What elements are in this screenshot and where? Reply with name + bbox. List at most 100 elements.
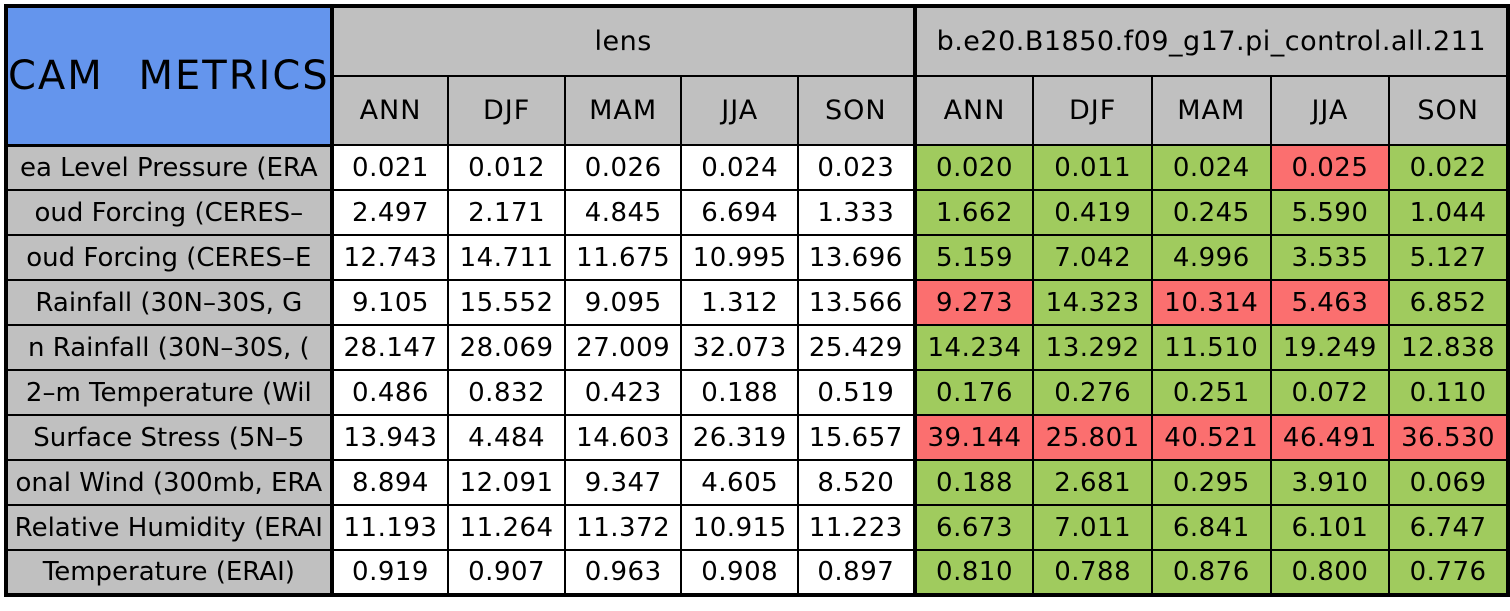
lens-value-cell: 1.333 [796, 189, 916, 236]
lens-value-cell: 15.552 [447, 279, 566, 326]
control-value-cell: 0.025 [1269, 144, 1391, 191]
control-value-cell: 39.144 [912, 414, 1035, 461]
control-value-cell: 6.747 [1388, 504, 1509, 551]
table-title: CAM METRICS [5, 5, 334, 147]
control-value-cell: 6.101 [1269, 504, 1391, 551]
season-header-control-djf: DJF [1032, 75, 1153, 146]
control-value-cell: 0.188 [912, 459, 1035, 506]
metric-label: onal Wind (300mb, ERA [5, 459, 334, 506]
lens-value-cell: 0.919 [329, 549, 450, 596]
lens-value-cell: 28.147 [329, 324, 450, 371]
table-row: Surface Stress (5N–5 13.943 4.484 14.603 26.… [5, 414, 1509, 461]
lens-value-cell: 13.696 [796, 234, 916, 281]
control-value-cell: 0.800 [1269, 549, 1391, 596]
season-header-row: ANN DJF MAM JJA SON ANN DJF MAM JJA SON [6, 75, 1509, 146]
control-value-cell: 14.323 [1032, 279, 1153, 326]
control-value-cell: 5.463 [1269, 279, 1391, 326]
control-value-cell: 0.245 [1150, 189, 1272, 236]
metric-label: Surface Stress (5N–5 [5, 414, 334, 461]
lens-value-cell: 32.073 [680, 324, 799, 371]
control-value-cell: 11.510 [1150, 324, 1272, 371]
control-value-cell: 7.042 [1032, 234, 1153, 281]
control-value-cell: 3.535 [1269, 234, 1391, 281]
control-value-cell: 2.681 [1032, 459, 1153, 506]
control-value-cell: 46.491 [1269, 414, 1391, 461]
season-header-control-jja: JJA [1269, 75, 1391, 146]
lens-value-cell: 4.845 [563, 189, 683, 236]
lens-value-cell: 0.026 [563, 144, 683, 191]
control-value-cell: 5.127 [1388, 234, 1509, 281]
lens-value-cell: 14.603 [563, 414, 683, 461]
lens-value-cell: 11.193 [329, 504, 450, 551]
lens-value-cell: 6.694 [680, 189, 799, 236]
control-value-cell: 5.159 [912, 234, 1035, 281]
control-value-cell: 36.530 [1388, 414, 1509, 461]
lens-value-cell: 0.907 [447, 549, 566, 596]
control-value-cell: 4.996 [1150, 234, 1272, 281]
group-header-control-run: b.e20.B1850.f09_g17.pi_control.all.211 [912, 5, 1510, 77]
control-value-cell: 0.069 [1388, 459, 1509, 506]
lens-value-cell: 0.423 [563, 369, 683, 416]
control-value-cell: 1.662 [912, 189, 1035, 236]
lens-value-cell: 0.021 [329, 144, 450, 191]
control-value-cell: 0.110 [1388, 369, 1509, 416]
lens-value-cell: 11.372 [563, 504, 683, 551]
control-value-cell: 0.810 [912, 549, 1035, 596]
lens-value-cell: 27.009 [563, 324, 683, 371]
table-row: oud Forcing (CERES– 2.497 2.171 4.845 6.694 1… [5, 189, 1509, 236]
control-value-cell: 0.876 [1150, 549, 1272, 596]
lens-value-cell: 10.995 [680, 234, 799, 281]
lens-value-cell: 0.963 [563, 549, 683, 596]
season-header-lens-jja: JJA [680, 75, 799, 146]
control-value-cell: 0.251 [1150, 369, 1272, 416]
lens-value-cell: 0.024 [680, 144, 799, 191]
control-value-cell: 0.788 [1032, 549, 1153, 596]
control-value-cell: 0.022 [1388, 144, 1509, 191]
table-row: onal Wind (300mb, ERA 8.894 12.091 9.347 4.6… [5, 459, 1509, 506]
season-header-control-son: SON [1388, 75, 1509, 146]
season-header-lens-mam: MAM [563, 75, 683, 146]
lens-value-cell: 0.012 [447, 144, 566, 191]
control-value-cell: 9.273 [912, 279, 1035, 326]
control-value-cell: 6.841 [1150, 504, 1272, 551]
metric-label: oud Forcing (CERES–E [5, 234, 334, 281]
season-header-control-ann: ANN [912, 75, 1035, 146]
lens-value-cell: 4.605 [680, 459, 799, 506]
control-value-cell: 0.295 [1150, 459, 1272, 506]
control-value-cell: 0.011 [1032, 144, 1153, 191]
metric-label: Temperature (ERAI) [5, 549, 334, 596]
table-body: ea Level Pressure (ERA 0.021 0.012 0.026 0.0… [5, 144, 1509, 596]
lens-value-cell: 9.347 [563, 459, 683, 506]
lens-value-cell: 2.171 [447, 189, 566, 236]
table-row: n Rainfall (30N–30S, (28.147 28.069 27.009… [5, 324, 1509, 371]
lens-value-cell: 11.675 [563, 234, 683, 281]
metric-label: ea Level Pressure (ERA [5, 144, 334, 191]
control-value-cell: 0.419 [1032, 189, 1153, 236]
control-value-cell: 0.024 [1150, 144, 1272, 191]
lens-value-cell: 13.566 [796, 279, 916, 326]
control-value-cell: 13.292 [1032, 324, 1153, 371]
control-value-cell: 5.590 [1269, 189, 1391, 236]
lens-value-cell: 0.908 [680, 549, 799, 596]
control-value-cell: 0.276 [1032, 369, 1153, 416]
lens-value-cell: 0.188 [680, 369, 799, 416]
metric-label: oud Forcing (CERES– [5, 189, 334, 236]
table-row: Rainfall (30N–30S, G 9.105 15.552 9.095 1.31… [5, 279, 1509, 326]
lens-value-cell: 15.657 [796, 414, 916, 461]
lens-value-cell: 10.915 [680, 504, 799, 551]
lens-value-cell: 4.484 [447, 414, 566, 461]
lens-value-cell: 2.497 [329, 189, 450, 236]
cam-metrics-table: CAM METRICS lens b.e20.B1850.f09_g17.pi_… [4, 4, 1510, 597]
control-value-cell: 3.910 [1269, 459, 1391, 506]
control-value-cell: 10.314 [1150, 279, 1272, 326]
control-value-cell: 25.801 [1032, 414, 1153, 461]
table-row: 2–m Temperature (Wil 0.486 0.832 0.423 0.188… [5, 369, 1509, 416]
lens-value-cell: 9.105 [329, 279, 450, 326]
lens-value-cell: 12.091 [447, 459, 566, 506]
lens-value-cell: 0.519 [796, 369, 916, 416]
lens-value-cell: 26.319 [680, 414, 799, 461]
season-header-lens-djf: DJF [447, 75, 566, 146]
lens-value-cell: 9.095 [563, 279, 683, 326]
season-header-control-mam: MAM [1150, 75, 1272, 146]
lens-value-cell: 1.312 [680, 279, 799, 326]
